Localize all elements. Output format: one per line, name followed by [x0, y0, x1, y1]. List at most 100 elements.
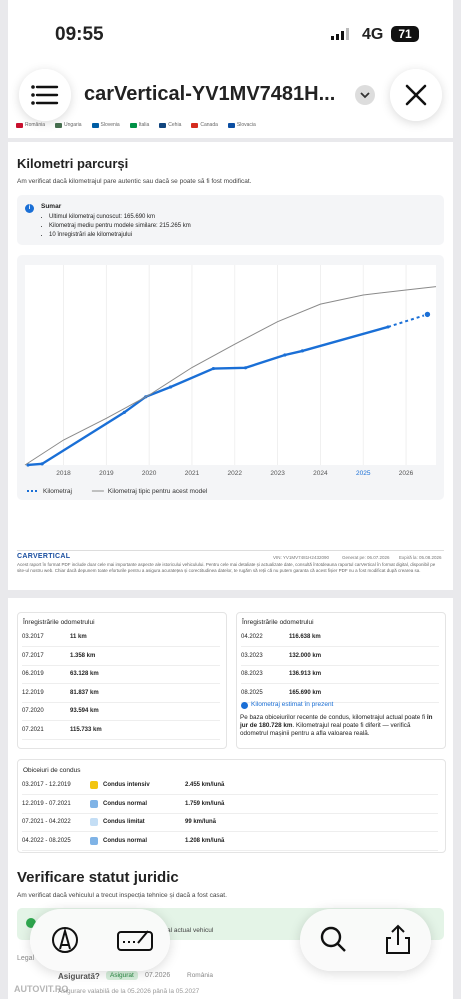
habit-rate: 1.208 km/lună — [185, 837, 225, 844]
summary-box: i Sumar Ultimul kilometraj cunoscut: 165… — [17, 195, 444, 245]
country: România — [16, 121, 45, 129]
x-tick-label: 2026 — [399, 470, 414, 477]
document-title: carVertical-YV1MV7481H... — [84, 83, 336, 105]
generated: Generat pe: 06.07.2026 — [342, 555, 390, 560]
record-date: 06.2019 — [22, 671, 44, 677]
estimate-text: Pe baza obiceiurilor recente de condus, … — [240, 714, 440, 738]
x-tick-label: 2020 — [142, 470, 157, 477]
habit-period: 03.2017 - 12.2019 — [22, 782, 71, 788]
records-left: Înregistrările odometrului — [17, 612, 227, 749]
country-list: România Ungaria Slovenia Italia Cehia Canada S… — [16, 121, 256, 129]
x-tick-label: 2021 — [185, 470, 200, 477]
check-icon — [26, 918, 36, 928]
record-date: 08.2025 — [241, 689, 263, 696]
estimate: Kilometraj estimat în prezent Pe baza ob… — [240, 701, 440, 743]
habit-row: 12.2019 - 07.2021 Condus normal 1.759 km/l… — [22, 795, 438, 814]
record-row: 03.2023 132.000 km — [241, 647, 439, 666]
battery: 71 — [391, 26, 419, 42]
habit-swatch — [90, 818, 98, 826]
point — [211, 366, 215, 371]
record-km: 116.638 km — [289, 634, 321, 640]
estimate-icon — [241, 702, 248, 709]
action-toolbar — [300, 909, 431, 971]
legal-banner-text: al actual vehicul — [167, 927, 214, 934]
point — [122, 410, 126, 414]
record-row: 03.2017 11 km — [22, 628, 220, 647]
clock: 09:55 — [55, 24, 104, 45]
search-button[interactable] — [320, 926, 346, 952]
x-tick-label: 2023 — [270, 470, 285, 477]
point — [26, 463, 30, 467]
legal-question: Asigurată? — [58, 972, 100, 981]
country-name: Cehia — [168, 122, 182, 128]
point — [243, 366, 248, 370]
records-right: Înregistrările odometrului — [236, 612, 446, 749]
habit-period: 04.2022 - 08.2025 — [22, 837, 71, 844]
legal-badge: Asigurat — [106, 971, 138, 980]
habit-swatch — [90, 799, 98, 808]
network: 4G — [362, 26, 384, 43]
record-row: 07.2017 1.358 km — [22, 647, 220, 666]
title-dropdown[interactable] — [355, 85, 375, 105]
legal-note: Asigurare valabilă de la 05.2026 până la… — [58, 988, 200, 995]
flag — [55, 122, 63, 128]
summary-list: Ultimul kilometraj cunoscut: 165.690 kmK… — [41, 213, 191, 240]
logo: CARVERTICAL — [17, 553, 71, 560]
legend-label: Kilometraj tipic pentru acest model — [108, 488, 208, 495]
record-row: 08.2023 136.913 km — [241, 665, 439, 684]
flag — [191, 122, 199, 128]
menu-icon — [31, 85, 59, 105]
x-tick-label: 2022 — [228, 470, 243, 477]
watermark: AUTOVIT.RO — [14, 984, 69, 994]
signal — [331, 28, 349, 40]
habit-label: Condus normal — [103, 800, 148, 807]
markup-icons — [52, 927, 153, 953]
record-km: 132.000 km — [289, 652, 322, 659]
country-name: Italia — [138, 122, 150, 128]
x-tick-label: 2019 — [99, 470, 114, 477]
estimate-title: Kilometraj estimat în prezent — [251, 701, 334, 708]
legal-title: Verificare statut juridic — [17, 869, 179, 886]
habit-period: 12.2019 - 07.2021 — [22, 800, 71, 807]
x-tick-label: 2018 — [56, 470, 71, 477]
section-subtitle: Am verificat dacă kilometrajul pare aute… — [17, 178, 252, 185]
point — [386, 325, 390, 329]
record-row: 04.2022 116.638 km — [241, 628, 439, 647]
country: Italia — [129, 121, 150, 129]
close-icon — [405, 84, 427, 106]
close-button[interactable] — [390, 69, 442, 121]
record-row: 12.2019 81.837 km — [22, 684, 220, 703]
summary-item: 10 înregistrări ale kilometrajului — [41, 231, 191, 240]
summary-item: Kilometraj mediu pentru modele similare:… — [41, 222, 191, 231]
record-km: 11 km — [70, 634, 87, 640]
x-tick-label: 2024 — [313, 470, 328, 477]
country-name: Ungaria — [64, 122, 82, 128]
record-km: 63.128 km — [70, 671, 99, 677]
point — [283, 353, 287, 357]
habit-rate: 99 km/lună — [185, 819, 217, 825]
habit-label: Condus limitat — [103, 819, 145, 825]
record-date: 12.2019 — [22, 689, 44, 696]
habit-swatch — [90, 781, 98, 789]
habits-title: Obiceiuri de condus — [23, 767, 81, 774]
habit-rate: 1.759 km/lună — [185, 800, 225, 807]
habit-row: 03.2017 - 12.2019 Condus intensiv 2.455 km… — [22, 776, 438, 795]
flag — [16, 122, 23, 128]
record-km: 136.913 km — [289, 671, 322, 677]
record-date: 07.2017 — [22, 652, 44, 659]
menu-button[interactable] — [19, 69, 71, 121]
markup-button[interactable] — [52, 927, 78, 953]
signature-button[interactable] — [117, 930, 153, 951]
flag — [91, 122, 99, 128]
chevron — [360, 92, 370, 99]
country: Ungaria — [55, 121, 82, 129]
share-button[interactable] — [386, 924, 410, 954]
record-date: 08.2023 — [241, 671, 263, 677]
summary-item: Ultimul kilometraj cunoscut: 165.690 km — [41, 213, 191, 222]
series-line — [27, 325, 389, 467]
habit-label: Condus normal — [103, 837, 148, 844]
records-title: Înregistrările odometrului — [242, 619, 314, 626]
record-row: 07.2021 115.733 km — [22, 721, 220, 740]
point — [300, 349, 305, 353]
